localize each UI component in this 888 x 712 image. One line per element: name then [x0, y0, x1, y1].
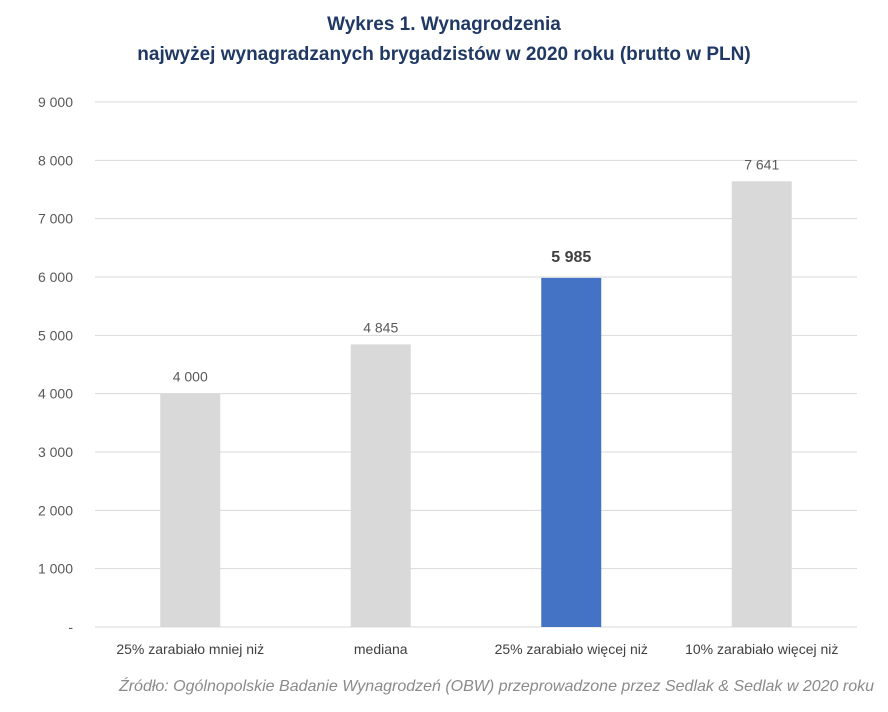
y-tick-label: 1 000: [38, 561, 73, 577]
y-tick-label: 8 000: [38, 152, 73, 168]
x-category-label: 10% zarabiało więcej niż: [685, 641, 838, 657]
chart-title: Wykres 1. Wynagrodzenia najwyżej wynagra…: [0, 10, 888, 70]
chart-title-line-1: Wykres 1. Wynagrodzenia: [327, 14, 561, 35]
data-label: 5 985: [551, 249, 591, 266]
x-category-label: mediana: [354, 641, 408, 657]
x-category-label: 25% zarabiało mniej niż: [116, 641, 264, 657]
y-tick-label: 5 000: [38, 327, 73, 343]
y-tick-label: 6 000: [38, 269, 73, 285]
data-labels: 4 000 4 845 5 985 7 641: [173, 156, 780, 384]
x-axis-categories: 25% zarabiało mniej niż mediana 25% zarabi…: [116, 641, 838, 657]
chart-title-line-2: najwyżej wynagradzanych brygadzistów w 2…: [137, 44, 751, 65]
bar: [160, 393, 221, 627]
y-tick-label: 3 000: [38, 444, 73, 460]
y-tick-label: 7 000: [38, 211, 73, 227]
bar: [350, 344, 411, 627]
y-tick-label: 4 000: [38, 386, 73, 402]
y-tick-label: 9 000: [38, 94, 73, 110]
source-note: Źródło: Ogólnopolskie Badanie Wynagrodze…: [118, 678, 874, 695]
y-axis-ticks: - 1 000 2 000 3 000 4 000 5 000 6 000 7 000 8 00…: [38, 94, 73, 635]
data-label: 4 000: [173, 369, 208, 385]
y-tick-label: -: [68, 619, 73, 635]
y-tick-label: 2 000: [38, 502, 73, 518]
x-category-label: 25% zarabiało więcej niż: [495, 641, 648, 657]
data-label: 4 845: [363, 319, 398, 335]
bar: [541, 277, 602, 627]
bars: [160, 181, 792, 627]
grid-lines: [95, 101, 857, 628]
data-label: 7 641: [744, 156, 779, 172]
bar: [731, 181, 792, 627]
